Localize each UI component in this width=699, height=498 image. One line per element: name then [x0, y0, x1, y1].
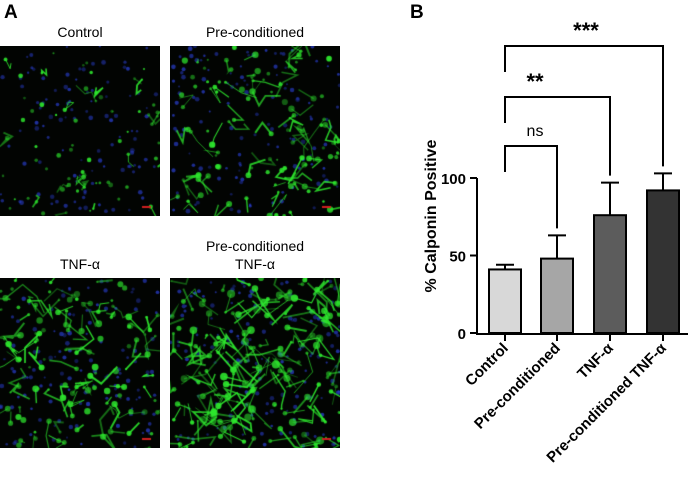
y-axis-label: % Calponin Positive — [423, 139, 440, 292]
image-label-preconditioned-tnf-line1: Pre-conditioned — [205, 238, 305, 254]
x-tick-label: Control — [462, 340, 512, 390]
y-tick-label: 50 — [449, 249, 466, 266]
micrograph-tnf — [0, 278, 160, 448]
micrograph-control-canvas — [0, 46, 160, 216]
bar — [646, 189, 680, 334]
micrograph-preconditioned-tnf — [170, 278, 340, 448]
bar — [488, 268, 522, 335]
panel-a-letter: A — [4, 2, 18, 23]
micrograph-preconditioned-canvas — [170, 46, 340, 216]
micrograph-control — [0, 46, 160, 216]
image-label-preconditioned-line1: Pre-conditioned — [205, 24, 305, 40]
image-label-preconditioned: Pre-conditioned — [170, 23, 340, 41]
x-tick-label: TNF-α — [574, 339, 617, 382]
significance-bracket — [504, 45, 664, 167]
significance-bracket — [504, 145, 558, 229]
image-label-control: Control — [0, 23, 160, 41]
image-label-control-line1: Control — [57, 24, 103, 40]
panel-b-letter: B — [410, 2, 424, 23]
significance-label: *** — [573, 18, 599, 43]
image-label-tnf-line1: TNF-α — [60, 256, 100, 272]
image-label-preconditioned-tnf-line2: TNF-α — [235, 256, 275, 272]
significance-label: ** — [526, 69, 544, 94]
micrograph-preconditioned — [170, 46, 340, 216]
image-label-tnf: TNF-α — [0, 255, 160, 273]
significance-label: ns — [527, 123, 544, 140]
image-label-preconditioned-tnf: Pre-conditioned TNF-α — [170, 237, 340, 273]
micrograph-tnf-canvas — [0, 278, 160, 448]
y-tick-label: 0 — [458, 326, 466, 343]
y-tick-label: 100 — [441, 171, 466, 188]
micrograph-preconditioned-tnf-canvas — [170, 278, 340, 448]
bar — [593, 214, 627, 334]
significance-bracket — [504, 96, 611, 176]
bar — [540, 257, 574, 335]
